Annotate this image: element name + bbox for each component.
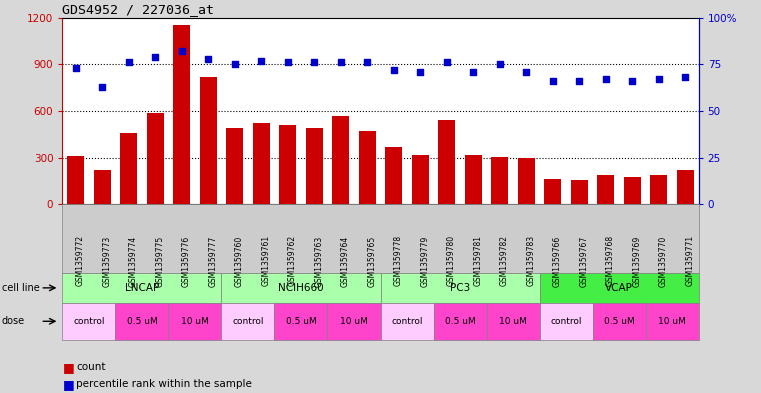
Point: [202, 55, 215, 62]
Text: 0.5 uM: 0.5 uM: [444, 317, 476, 326]
Point: [282, 59, 294, 66]
Text: GSM1359773: GSM1359773: [102, 235, 111, 286]
Text: 0.5 uM: 0.5 uM: [603, 317, 635, 326]
Point: [387, 67, 400, 73]
Point: [361, 59, 374, 66]
Point: [176, 48, 188, 54]
Bar: [465, 154, 482, 204]
Point: [626, 78, 638, 84]
Text: GSM1359768: GSM1359768: [606, 235, 615, 286]
Text: GSM1359766: GSM1359766: [552, 235, 562, 286]
Point: [149, 54, 161, 60]
Bar: [412, 154, 429, 204]
Point: [335, 59, 347, 66]
Point: [255, 57, 267, 64]
Bar: [199, 77, 217, 204]
Text: GSM1359777: GSM1359777: [209, 235, 217, 286]
Bar: [597, 175, 614, 204]
Text: GDS4952 / 227036_at: GDS4952 / 227036_at: [62, 4, 215, 17]
Point: [308, 59, 320, 66]
Text: GSM1359783: GSM1359783: [527, 235, 535, 286]
Text: dose: dose: [2, 316, 24, 326]
Point: [494, 61, 506, 68]
Bar: [358, 131, 376, 204]
Text: 10 uM: 10 uM: [499, 317, 527, 326]
Bar: [385, 147, 403, 204]
Bar: [332, 116, 349, 204]
Text: GSM1359781: GSM1359781: [473, 235, 482, 286]
Text: GSM1359770: GSM1359770: [659, 235, 668, 286]
Bar: [226, 128, 244, 204]
Point: [414, 69, 426, 75]
Text: GSM1359779: GSM1359779: [420, 235, 429, 286]
Text: GSM1359767: GSM1359767: [579, 235, 588, 286]
Text: GSM1359769: GSM1359769: [632, 235, 642, 286]
Text: 10 uM: 10 uM: [181, 317, 209, 326]
Bar: [677, 170, 694, 204]
Text: 0.5 uM: 0.5 uM: [126, 317, 158, 326]
Text: control: control: [232, 317, 264, 326]
Bar: [279, 125, 296, 204]
Text: NCIH660: NCIH660: [279, 283, 323, 293]
Point: [228, 61, 240, 68]
Point: [441, 59, 453, 66]
Text: GSM1359761: GSM1359761: [261, 235, 270, 286]
Bar: [253, 123, 270, 204]
Text: 10 uM: 10 uM: [340, 317, 368, 326]
Text: cell line: cell line: [2, 283, 40, 293]
Point: [123, 59, 135, 66]
Point: [653, 76, 665, 83]
Bar: [120, 133, 137, 204]
Bar: [517, 158, 535, 204]
Bar: [438, 120, 455, 204]
Text: GSM1359762: GSM1359762: [288, 235, 297, 286]
Text: GSM1359775: GSM1359775: [155, 235, 164, 286]
Text: GSM1359778: GSM1359778: [393, 235, 403, 286]
Bar: [650, 175, 667, 204]
Bar: [571, 180, 588, 204]
Text: GSM1359774: GSM1359774: [129, 235, 138, 286]
Bar: [624, 177, 641, 204]
Bar: [147, 112, 164, 204]
Text: control: control: [73, 317, 105, 326]
Text: control: control: [550, 317, 582, 326]
Bar: [173, 26, 190, 204]
Point: [96, 84, 108, 90]
Text: GSM1359780: GSM1359780: [447, 235, 456, 286]
Point: [546, 78, 559, 84]
Bar: [491, 157, 508, 204]
Point: [573, 78, 585, 84]
Text: GSM1359763: GSM1359763: [314, 235, 323, 286]
Text: ■: ■: [62, 378, 74, 391]
Text: GSM1359765: GSM1359765: [368, 235, 376, 286]
Text: count: count: [76, 362, 106, 373]
Text: PC3: PC3: [450, 283, 470, 293]
Text: ■: ■: [62, 361, 74, 374]
Point: [467, 69, 479, 75]
Point: [680, 74, 692, 81]
Point: [521, 69, 533, 75]
Text: GSM1359760: GSM1359760: [234, 235, 244, 286]
Bar: [544, 180, 562, 204]
Text: GSM1359782: GSM1359782: [500, 235, 509, 286]
Text: GSM1359764: GSM1359764: [341, 235, 350, 286]
Text: GSM1359776: GSM1359776: [182, 235, 191, 286]
Text: GSM1359771: GSM1359771: [686, 235, 694, 286]
Point: [600, 76, 612, 83]
Text: percentile rank within the sample: percentile rank within the sample: [76, 379, 252, 389]
Text: VCAP: VCAP: [605, 283, 633, 293]
Bar: [94, 170, 111, 204]
Text: GSM1359772: GSM1359772: [75, 235, 84, 286]
Text: LNCAP: LNCAP: [125, 283, 159, 293]
Text: 0.5 uM: 0.5 uM: [285, 317, 317, 326]
Text: 10 uM: 10 uM: [658, 317, 686, 326]
Bar: [67, 156, 84, 204]
Bar: [306, 128, 323, 204]
Text: control: control: [391, 317, 423, 326]
Point: [69, 65, 81, 71]
